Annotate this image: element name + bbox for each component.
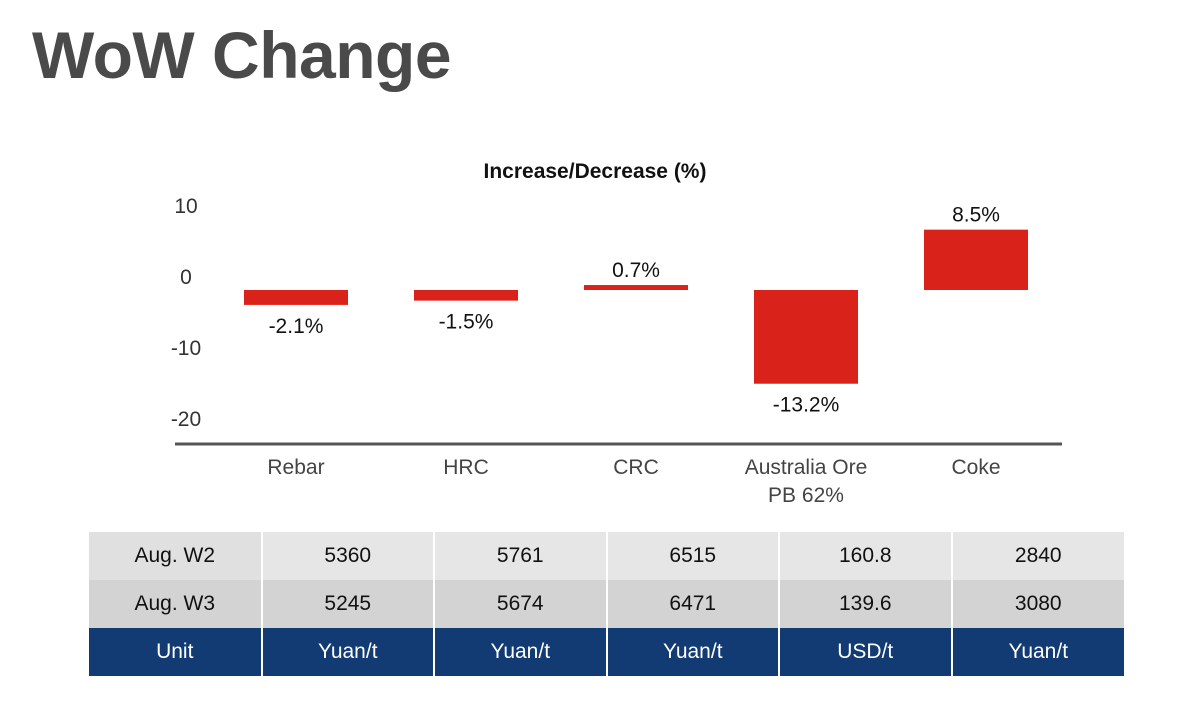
- chart-title: Increase/Decrease (%): [483, 160, 707, 183]
- value-label: -2.1%: [269, 315, 324, 338]
- x-category-label: Coke: [951, 456, 1000, 479]
- price-table: Aug. W2 5360 5761 6515 160.8 2840 Aug. W…: [89, 532, 1124, 676]
- y-axis-ticks: 10 0 -10 -20: [171, 195, 201, 431]
- value-label: -13.2%: [773, 394, 840, 417]
- table-cell: 5674: [434, 580, 608, 628]
- value-label: 8.5%: [952, 204, 1000, 227]
- row-label: Unit: [89, 628, 263, 676]
- table-row-aug-w3: Aug. W3 5245 5674 6471 139.6 3080: [89, 580, 1124, 628]
- row-label: Aug. W2: [89, 532, 263, 580]
- table-cell: 6471: [606, 580, 780, 628]
- table-cell: 6515: [606, 532, 780, 580]
- table-row-aug-w2: Aug. W2 5360 5761 6515 160.8 2840: [89, 532, 1124, 580]
- bar-crc: [584, 285, 688, 290]
- table-cell: 3080: [951, 580, 1124, 628]
- table-cell: 160.8: [779, 532, 953, 580]
- x-category-label: CRC: [613, 456, 659, 479]
- bar-rebar: [244, 290, 348, 305]
- value-label: -1.5%: [439, 311, 494, 334]
- bar-hrc: [414, 290, 518, 301]
- table-cell: 5245: [261, 580, 435, 628]
- bar-coke: [924, 229, 1028, 290]
- y-tick-label: 10: [174, 195, 197, 218]
- value-labels-group: -2.1% -1.5% 0.7% -13.2% 8.5%: [269, 204, 1000, 417]
- bar-australia-ore-pb-62-: [754, 290, 858, 384]
- page-title: WoW Change: [32, 18, 452, 92]
- unit-cell: USD/t: [779, 628, 953, 676]
- table-cell: 2840: [951, 532, 1124, 580]
- unit-cell: Yuan/t: [434, 628, 608, 676]
- bars-group: [244, 229, 1028, 384]
- y-tick-label: 0: [180, 266, 192, 289]
- x-category-label: Australia Ore PB 62%: [745, 456, 868, 507]
- unit-cell: Yuan/t: [261, 628, 435, 676]
- x-category-label: HRC: [443, 456, 489, 479]
- table-cell: 139.6: [779, 580, 953, 628]
- y-tick-label: -20: [171, 408, 201, 431]
- table-cell: 5360: [261, 532, 435, 580]
- row-label: Aug. W3: [89, 580, 263, 628]
- y-tick-label: -10: [171, 337, 201, 360]
- table-row-unit: Unit Yuan/t Yuan/t Yuan/t USD/t Yuan/t: [89, 628, 1124, 676]
- table-cell: 5761: [434, 532, 608, 580]
- unit-cell: Yuan/t: [606, 628, 780, 676]
- value-label: 0.7%: [612, 259, 660, 282]
- x-category-label: Rebar: [267, 456, 324, 479]
- bar-chart: 10 0 -10 -20 -2.1% -1.5% 0.7% -13.2% 8.5% Rebar…: [171, 195, 1062, 507]
- unit-cell: Yuan/t: [951, 628, 1124, 676]
- category-labels-group: Rebar HRC CRC Australia Ore PB 62% Coke: [267, 456, 1000, 507]
